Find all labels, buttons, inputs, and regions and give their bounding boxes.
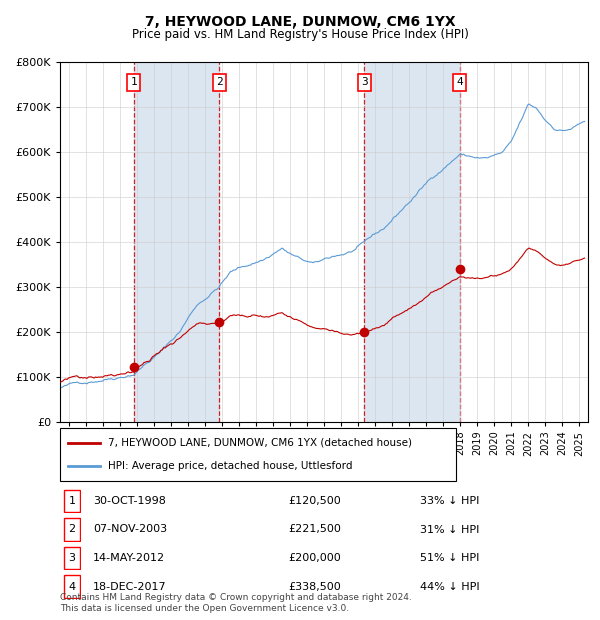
Text: 4: 4 (456, 78, 463, 87)
Text: 1: 1 (130, 78, 137, 87)
Text: 3: 3 (68, 553, 76, 563)
Text: £120,500: £120,500 (288, 496, 341, 506)
Text: Contains HM Land Registry data © Crown copyright and database right 2024.
This d: Contains HM Land Registry data © Crown c… (60, 593, 412, 613)
Text: 2: 2 (216, 78, 223, 87)
FancyBboxPatch shape (64, 547, 80, 569)
Text: Price paid vs. HM Land Registry's House Price Index (HPI): Price paid vs. HM Land Registry's House … (131, 28, 469, 41)
Text: £338,500: £338,500 (288, 582, 341, 591)
FancyBboxPatch shape (60, 428, 456, 480)
Text: 51% ↓ HPI: 51% ↓ HPI (420, 553, 479, 563)
Text: 1: 1 (68, 496, 76, 506)
Bar (134, 62, 219, 422)
Text: 07-NOV-2003: 07-NOV-2003 (93, 525, 167, 534)
FancyBboxPatch shape (64, 490, 80, 512)
Text: 2: 2 (68, 525, 76, 534)
Bar (364, 62, 460, 422)
Text: 14-MAY-2012: 14-MAY-2012 (93, 553, 165, 563)
Text: 7, HEYWOOD LANE, DUNMOW, CM6 1YX (detached house): 7, HEYWOOD LANE, DUNMOW, CM6 1YX (detach… (107, 438, 412, 448)
Text: 30-OCT-1998: 30-OCT-1998 (93, 496, 166, 506)
Text: 44% ↓ HPI: 44% ↓ HPI (420, 582, 479, 591)
Text: 3: 3 (361, 78, 368, 87)
FancyBboxPatch shape (64, 575, 80, 598)
Text: 33% ↓ HPI: 33% ↓ HPI (420, 496, 479, 506)
Text: 18-DEC-2017: 18-DEC-2017 (93, 582, 167, 591)
FancyBboxPatch shape (64, 518, 80, 541)
Text: £200,000: £200,000 (288, 553, 341, 563)
Text: HPI: Average price, detached house, Uttlesford: HPI: Average price, detached house, Uttl… (107, 461, 352, 471)
Text: £221,500: £221,500 (288, 525, 341, 534)
Text: 4: 4 (68, 582, 76, 591)
Text: 7, HEYWOOD LANE, DUNMOW, CM6 1YX: 7, HEYWOOD LANE, DUNMOW, CM6 1YX (145, 16, 455, 30)
Text: 31% ↓ HPI: 31% ↓ HPI (420, 525, 479, 534)
